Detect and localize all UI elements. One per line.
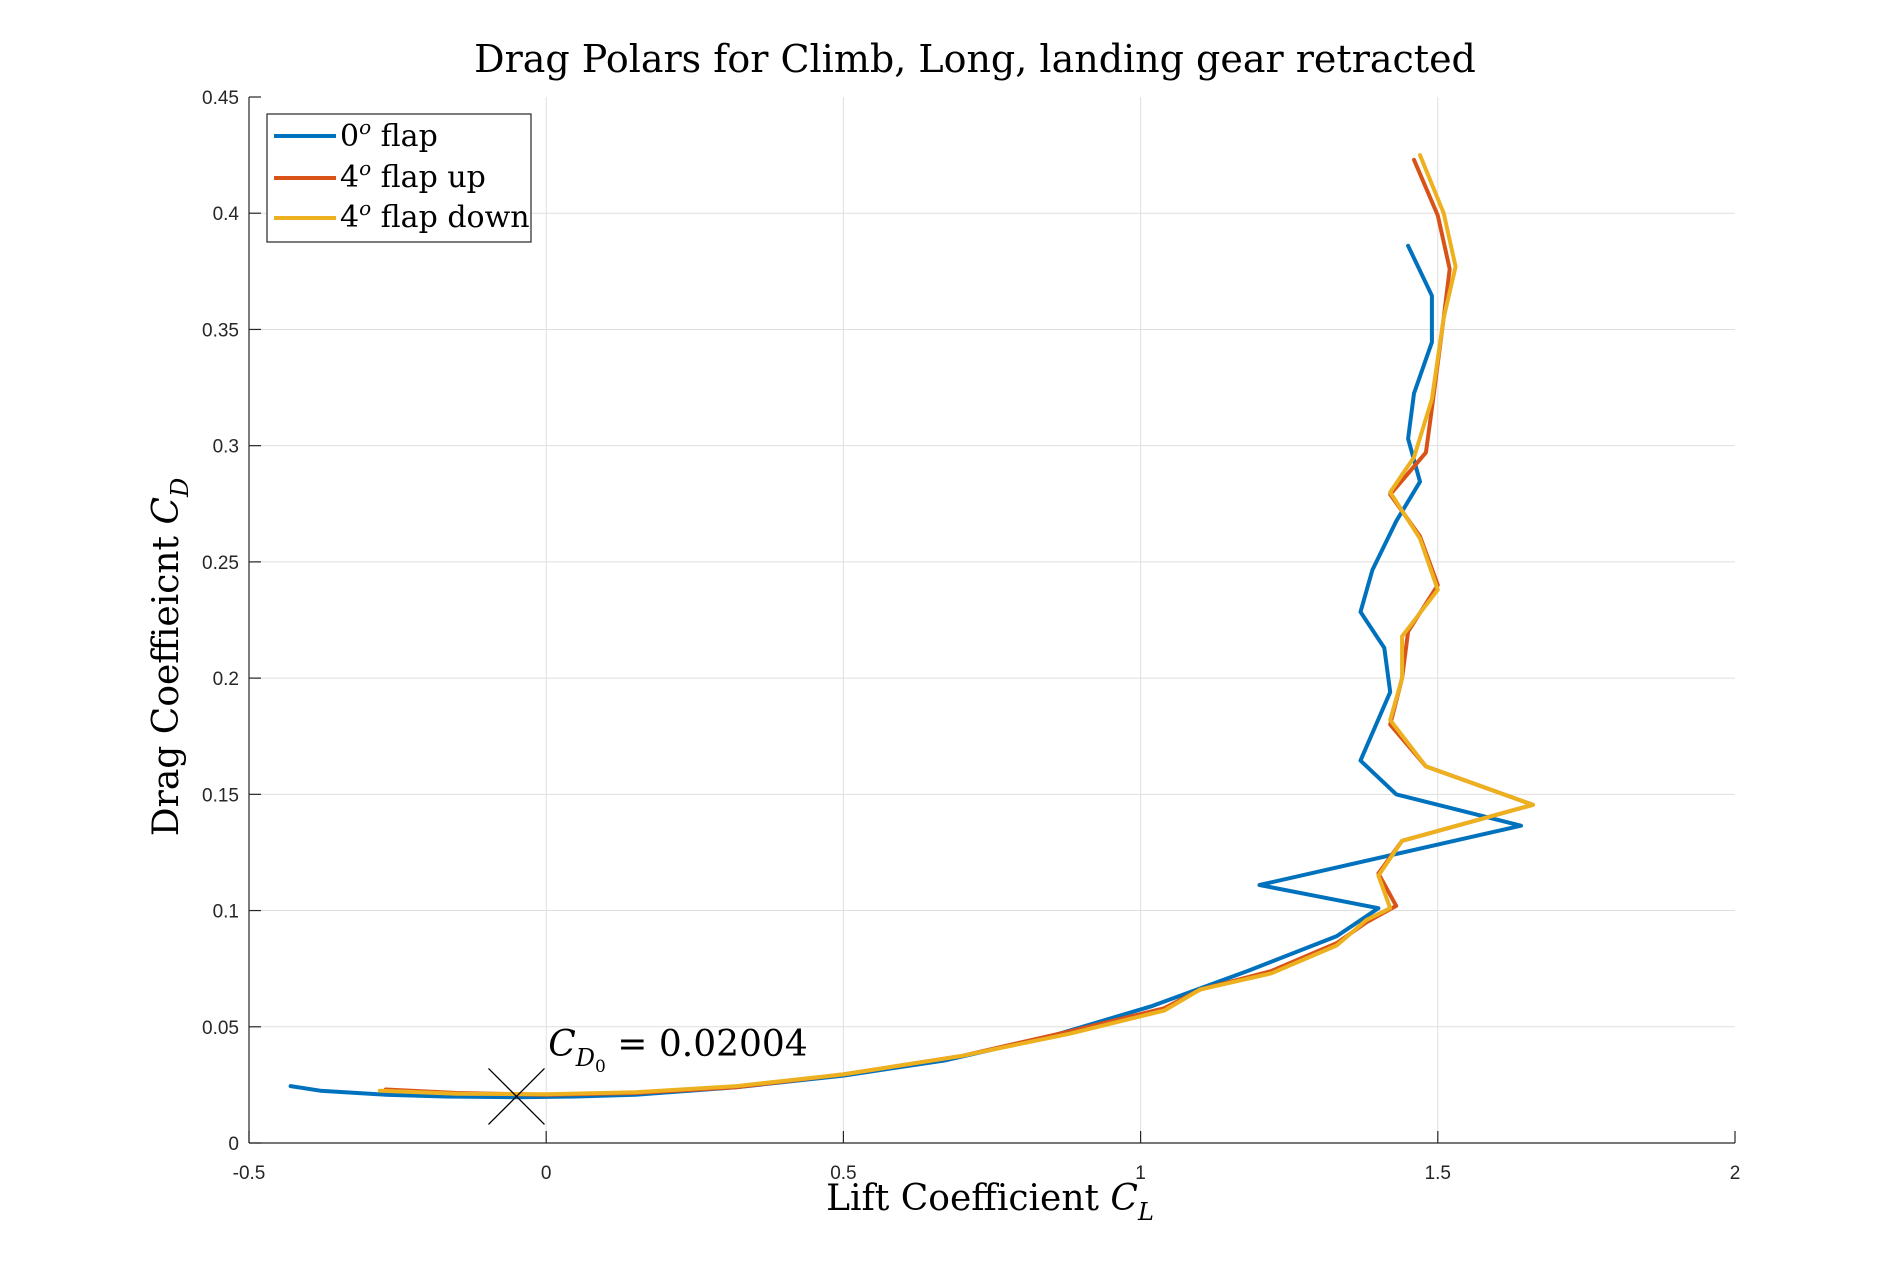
- x-axis-label: Lift Coefficient CL: [826, 1178, 1154, 1226]
- y-axis-label-main: Drag Coeffieicnt: [146, 525, 187, 837]
- x-tick-label: 0.5: [830, 1163, 856, 1184]
- y-tick-label: 0.3: [213, 437, 239, 458]
- x-axis-label-sub: L: [1137, 1198, 1154, 1226]
- y-tick-label: 0.25: [202, 553, 239, 574]
- y-tick-label: 0.15: [202, 785, 239, 806]
- cd0-annotation: CD0 = 0.02004: [548, 1024, 808, 1077]
- annotation-group: CD0 = 0.02004: [488, 1024, 808, 1125]
- legend-label-4-flap-up: 4o flap up: [340, 156, 486, 195]
- x-axis-label-var: C: [1110, 1178, 1138, 1219]
- legend-num-0-flap: 0: [340, 119, 359, 154]
- y-tick-label: 0.45: [202, 88, 239, 109]
- y-tick-label: 0.35: [202, 320, 239, 341]
- legend-label-4-flap-down: 4o flap down: [340, 196, 530, 235]
- x-axis-label-main: Lift Coefficient: [826, 1178, 1110, 1219]
- chart-title: Drag Polars for Climb, Long, landing gea…: [474, 37, 1476, 81]
- cd0-sub: D: [575, 1044, 595, 1072]
- y-tick-label: 0.1: [213, 902, 239, 923]
- cd0-marker-stroke: [488, 1067, 545, 1125]
- y-axis-label: Drag Coeffieicnt CD: [146, 478, 194, 837]
- cd0-subsub: 0: [595, 1057, 606, 1077]
- x-tick-label: 1: [1135, 1163, 1146, 1184]
- legend-sup-4-flap-down: o: [359, 196, 371, 220]
- y-tick-label: 0.05: [202, 1018, 239, 1039]
- legend-text-0-flap: flap: [371, 119, 438, 154]
- legend-num-4-flap-down: 4: [340, 200, 359, 235]
- series-line-0: [288, 243, 1523, 1100]
- x-tick-label: 2: [1730, 1163, 1741, 1184]
- series-line-2: [377, 153, 1535, 1097]
- legend-sup-4-flap-up: o: [359, 156, 371, 180]
- series-group: [288, 153, 1535, 1100]
- cd0-var: C: [548, 1024, 576, 1065]
- axes: [248, 96, 1736, 1144]
- grid: [249, 97, 1735, 1143]
- cd0-value-text: = 0.02004: [606, 1024, 808, 1065]
- legend-item-4-flap-up: 4o flap up: [274, 156, 486, 195]
- x-tick-label: 1.5: [1425, 1163, 1451, 1184]
- y-tick-label: 0.4: [213, 204, 240, 225]
- legend-item-0-flap: 0o flap: [274, 115, 438, 154]
- y-axis-label-sub: D: [166, 478, 194, 498]
- tick-labels: -0.5 0 0.5 1 1.5 2 0 0.05 0.1 0.15 0.2 0.25 0.3 0.35 0…: [202, 88, 1740, 1184]
- x-tick-label: -0.5: [233, 1163, 266, 1184]
- legend-text-4-flap-down: flap down: [371, 200, 529, 235]
- y-tick-label: 0: [228, 1134, 239, 1155]
- legend: 0o flap 4o flap up 4o flap down: [266, 113, 532, 243]
- legend-num-4-flap-up: 4: [340, 160, 359, 195]
- y-axis-label-var: C: [146, 497, 187, 525]
- legend-label-0-flap: 0o flap: [340, 115, 438, 154]
- legend-text-4-flap-up: flap up: [371, 160, 486, 195]
- legend-sup-0-flap: o: [359, 115, 371, 139]
- y-tick-label: 0.2: [213, 669, 239, 690]
- x-tick-label: 0: [541, 1163, 552, 1184]
- legend-item-4-flap-down: 4o flap down: [274, 196, 530, 235]
